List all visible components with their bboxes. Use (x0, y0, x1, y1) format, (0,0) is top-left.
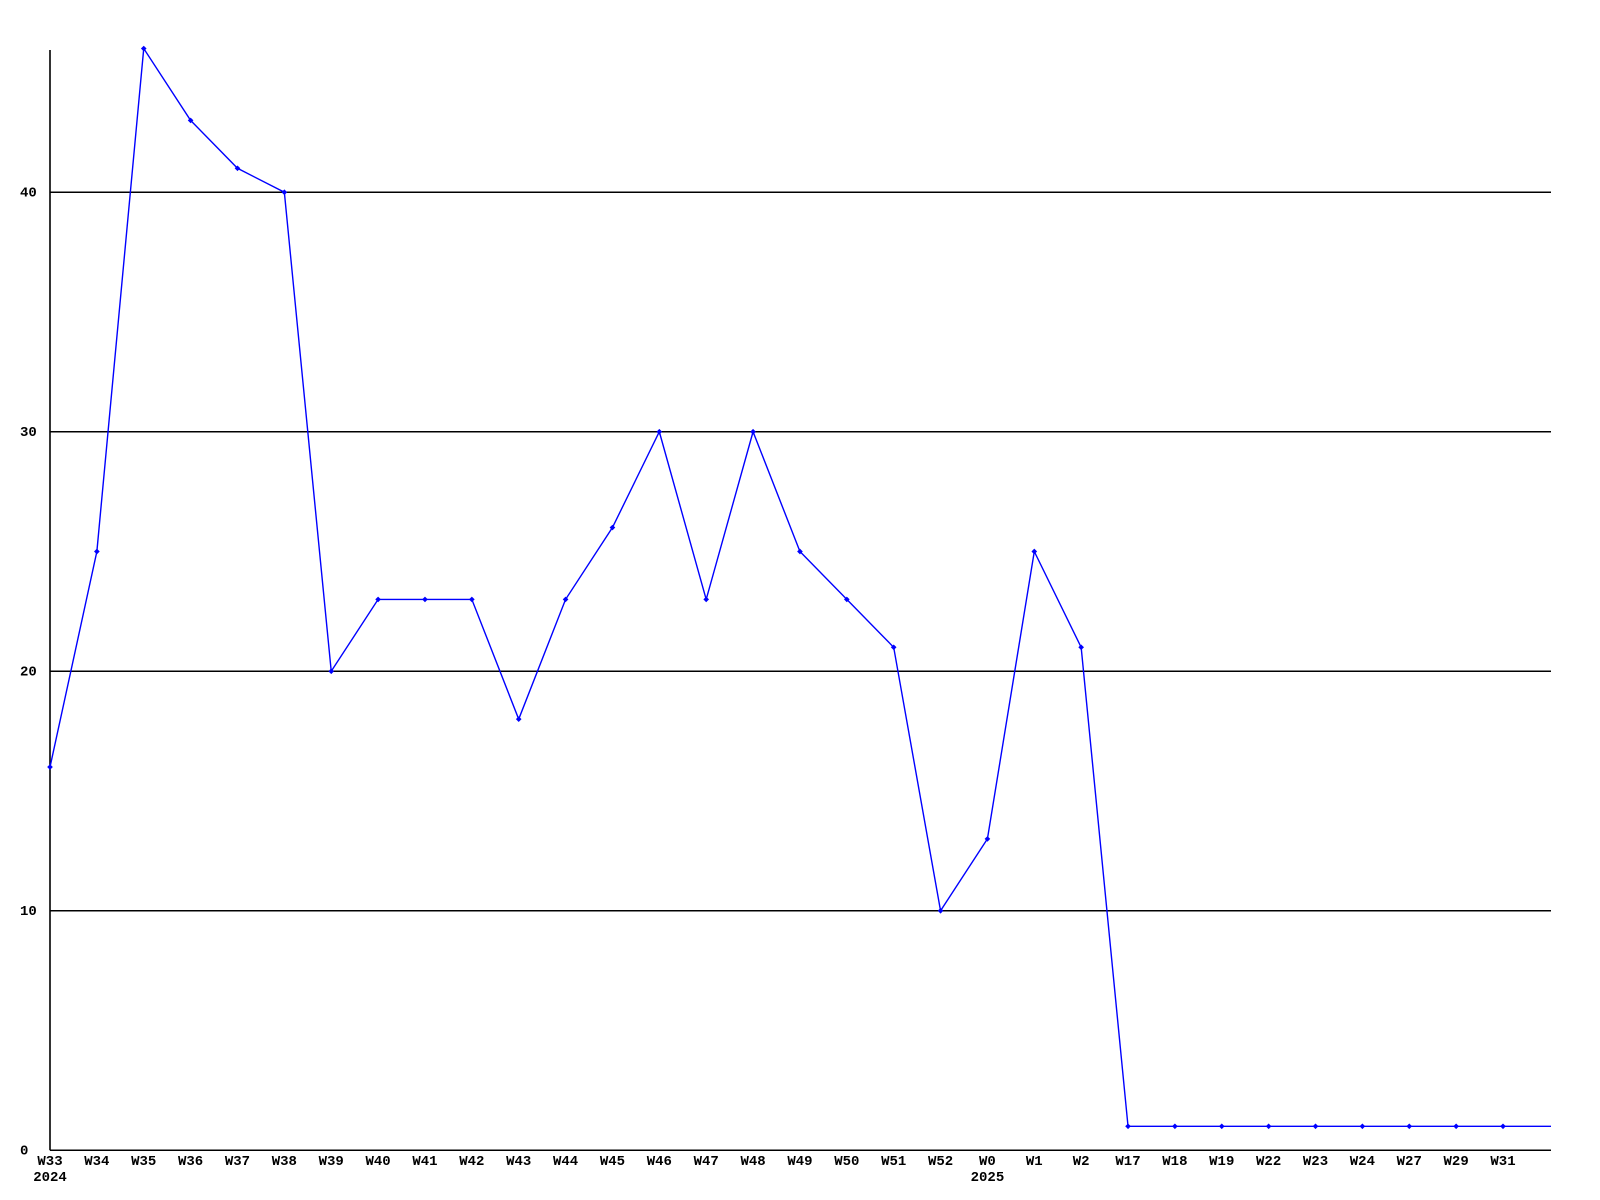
svg-text:W43: W43 (506, 1154, 531, 1170)
svg-text:2024: 2024 (33, 1170, 67, 1186)
svg-text:W50: W50 (834, 1154, 859, 1170)
svg-text:W40: W40 (365, 1154, 390, 1170)
svg-text:W22: W22 (1256, 1154, 1281, 1170)
svg-text:W48: W48 (740, 1154, 765, 1170)
svg-text:W18: W18 (1162, 1154, 1187, 1170)
svg-text:W33: W33 (37, 1154, 62, 1170)
svg-text:W46: W46 (647, 1154, 672, 1170)
svg-text:W47: W47 (694, 1154, 719, 1170)
svg-text:W29: W29 (1444, 1154, 1469, 1170)
svg-text:W35: W35 (131, 1154, 156, 1170)
svg-text:W17: W17 (1115, 1154, 1140, 1170)
svg-text:W24: W24 (1350, 1154, 1375, 1170)
svg-text:40: 40 (20, 185, 37, 201)
svg-text:30: 30 (20, 425, 37, 441)
svg-text:W44: W44 (553, 1154, 578, 1170)
svg-text:0: 0 (20, 1143, 28, 1159)
svg-text:W2: W2 (1073, 1154, 1090, 1170)
svg-text:W52: W52 (928, 1154, 953, 1170)
svg-text:W39: W39 (319, 1154, 344, 1170)
svg-text:W1: W1 (1026, 1154, 1043, 1170)
svg-text:W27: W27 (1397, 1154, 1422, 1170)
svg-text:W36: W36 (178, 1154, 203, 1170)
svg-text:W42: W42 (459, 1154, 484, 1170)
svg-text:W45: W45 (600, 1154, 625, 1170)
svg-text:2025: 2025 (971, 1170, 1005, 1186)
svg-text:W0: W0 (979, 1154, 996, 1170)
svg-text:W51: W51 (881, 1154, 906, 1170)
svg-text:W49: W49 (787, 1154, 812, 1170)
svg-text:20: 20 (20, 664, 37, 680)
svg-text:W23: W23 (1303, 1154, 1328, 1170)
svg-text:W41: W41 (412, 1154, 437, 1170)
svg-text:W19: W19 (1209, 1154, 1234, 1170)
svg-text:W34: W34 (84, 1154, 109, 1170)
svg-text:W31: W31 (1490, 1154, 1515, 1170)
svg-text:10: 10 (20, 904, 37, 920)
svg-text:W38: W38 (272, 1154, 297, 1170)
svg-text:W37: W37 (225, 1154, 250, 1170)
